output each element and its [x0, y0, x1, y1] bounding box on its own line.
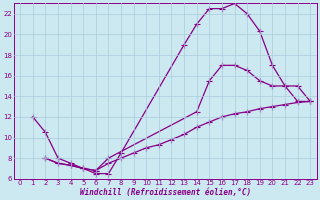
X-axis label: Windchill (Refroidissement éolien,°C): Windchill (Refroidissement éolien,°C): [80, 188, 251, 197]
